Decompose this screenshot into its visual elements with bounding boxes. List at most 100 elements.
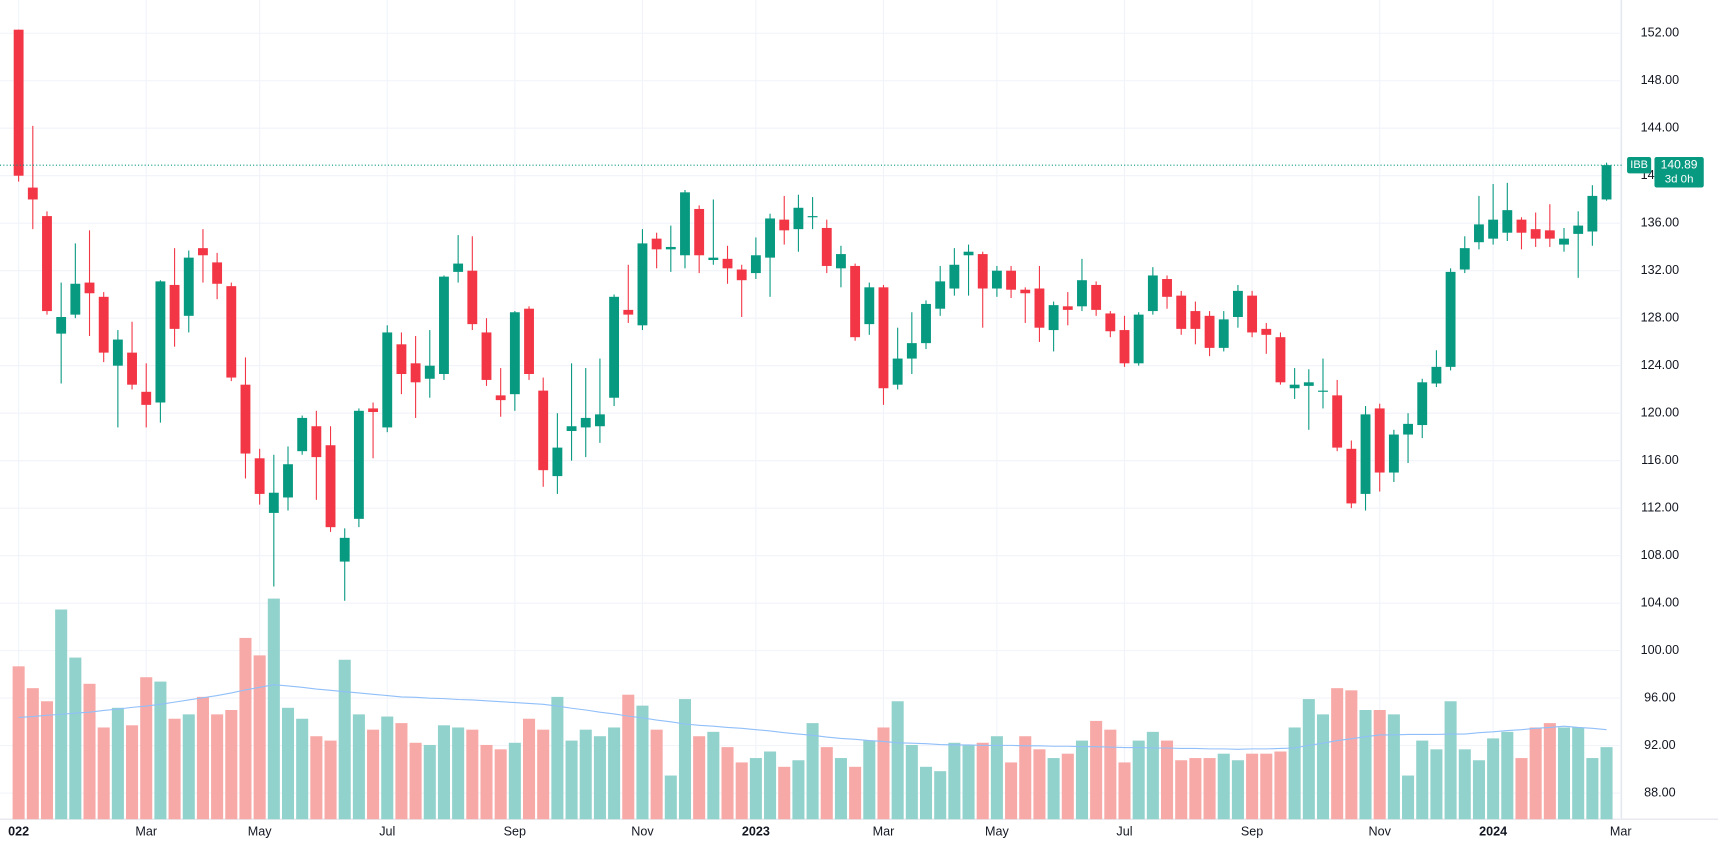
candle-body — [963, 251, 974, 256]
volume-bar — [551, 696, 564, 820]
volume-bar — [693, 736, 706, 820]
candle-body — [1275, 337, 1286, 383]
candle-body — [311, 426, 322, 458]
candle-body — [864, 287, 875, 325]
volume-bar — [849, 766, 862, 820]
volume-bar — [1090, 720, 1103, 820]
candle-body — [1077, 280, 1087, 307]
candle-body — [949, 264, 960, 289]
candle-body — [424, 365, 435, 379]
candle-body — [1601, 165, 1612, 200]
volume-bar — [877, 727, 890, 820]
candle-body — [1247, 295, 1258, 333]
candle-body — [836, 254, 846, 269]
candle-body — [892, 358, 903, 385]
x-tick-label: 2024 — [1479, 825, 1507, 839]
volume-bar — [1118, 762, 1131, 820]
candle-body — [1559, 238, 1569, 245]
volume-bar — [352, 714, 365, 820]
candle-body — [694, 208, 705, 256]
y-tick-label: 152.00 — [1641, 26, 1680, 40]
volume-bar — [1359, 710, 1372, 820]
volume-bar — [12, 666, 25, 820]
volume-bar — [1373, 710, 1386, 820]
candle-body — [1133, 314, 1144, 364]
volume-bar — [423, 744, 436, 820]
volume-bar — [593, 736, 606, 820]
volume-bar — [990, 736, 1003, 820]
y-tick-label: 108.00 — [1641, 548, 1680, 562]
volume-bar — [863, 740, 876, 820]
volume-bar — [749, 758, 762, 820]
candle-body — [524, 308, 534, 374]
y-tick-label: 124.00 — [1641, 358, 1680, 372]
candle-body — [283, 464, 293, 498]
x-tick-label: Nov — [1368, 825, 1391, 839]
candle-body — [297, 417, 308, 452]
candle-body — [538, 390, 549, 471]
volume-bar — [905, 744, 918, 820]
volume-bar — [1047, 758, 1060, 820]
volume-bar — [1557, 727, 1571, 820]
volume-bar — [452, 727, 465, 820]
candle-body — [665, 246, 676, 250]
candle-body — [1232, 290, 1243, 318]
volume-bar — [1444, 701, 1457, 820]
volume-bar — [196, 696, 209, 820]
volume-bar — [1231, 760, 1244, 820]
volume-bar — [508, 742, 521, 820]
volume-bar — [650, 729, 663, 820]
y-tick-label: 136.00 — [1641, 216, 1680, 230]
volume-bar — [83, 683, 96, 820]
candle-body — [1318, 390, 1328, 392]
candle-body — [921, 303, 931, 344]
candle-body — [991, 270, 1002, 289]
candle-body — [935, 281, 946, 309]
candle-body — [623, 309, 634, 315]
volume-bar — [1458, 749, 1471, 820]
candle-body — [112, 339, 123, 366]
volume-bar — [778, 766, 791, 820]
y-tick-label: 112.00 — [1641, 501, 1679, 515]
candle-body — [1176, 295, 1187, 329]
volume-bar — [1586, 758, 1599, 820]
y-tick-label: 104.00 — [1641, 595, 1680, 609]
candle-body — [1190, 311, 1201, 329]
volume-bar — [636, 705, 649, 820]
volume-bar — [764, 751, 777, 820]
candle-body — [1374, 408, 1385, 473]
volume-bar — [1189, 758, 1202, 820]
candle-body — [1488, 219, 1499, 239]
candle-body — [368, 408, 379, 412]
candle-body — [1261, 328, 1272, 335]
candle-body — [1204, 315, 1215, 348]
candle-body — [878, 287, 889, 389]
volume-bar — [381, 716, 394, 820]
x-tick-label: Mar — [1610, 825, 1632, 839]
symbol-label: IBB — [1630, 159, 1648, 171]
candle-body — [1445, 271, 1456, 367]
volume-bar — [310, 736, 323, 820]
candle-body — [594, 414, 605, 427]
volume-bar — [948, 742, 961, 820]
volume-bar — [678, 699, 692, 820]
candle-body — [268, 492, 279, 513]
candle-body — [439, 276, 449, 374]
volume-bar — [976, 742, 989, 820]
candles — [13, 29, 1612, 601]
volume-bar — [1515, 758, 1528, 820]
candle-body — [1431, 366, 1442, 384]
candle-body — [977, 254, 988, 289]
candle-body — [807, 216, 818, 218]
volume-bar — [324, 740, 337, 820]
candle-body — [793, 207, 804, 230]
x-tick-label: Nov — [631, 825, 654, 839]
volume-bar — [225, 710, 238, 820]
candle-body — [254, 458, 265, 494]
candle-body — [637, 243, 648, 326]
volume-ma-line — [18, 684, 1607, 750]
candle-body — [1020, 289, 1031, 294]
volume-bar — [97, 727, 110, 820]
